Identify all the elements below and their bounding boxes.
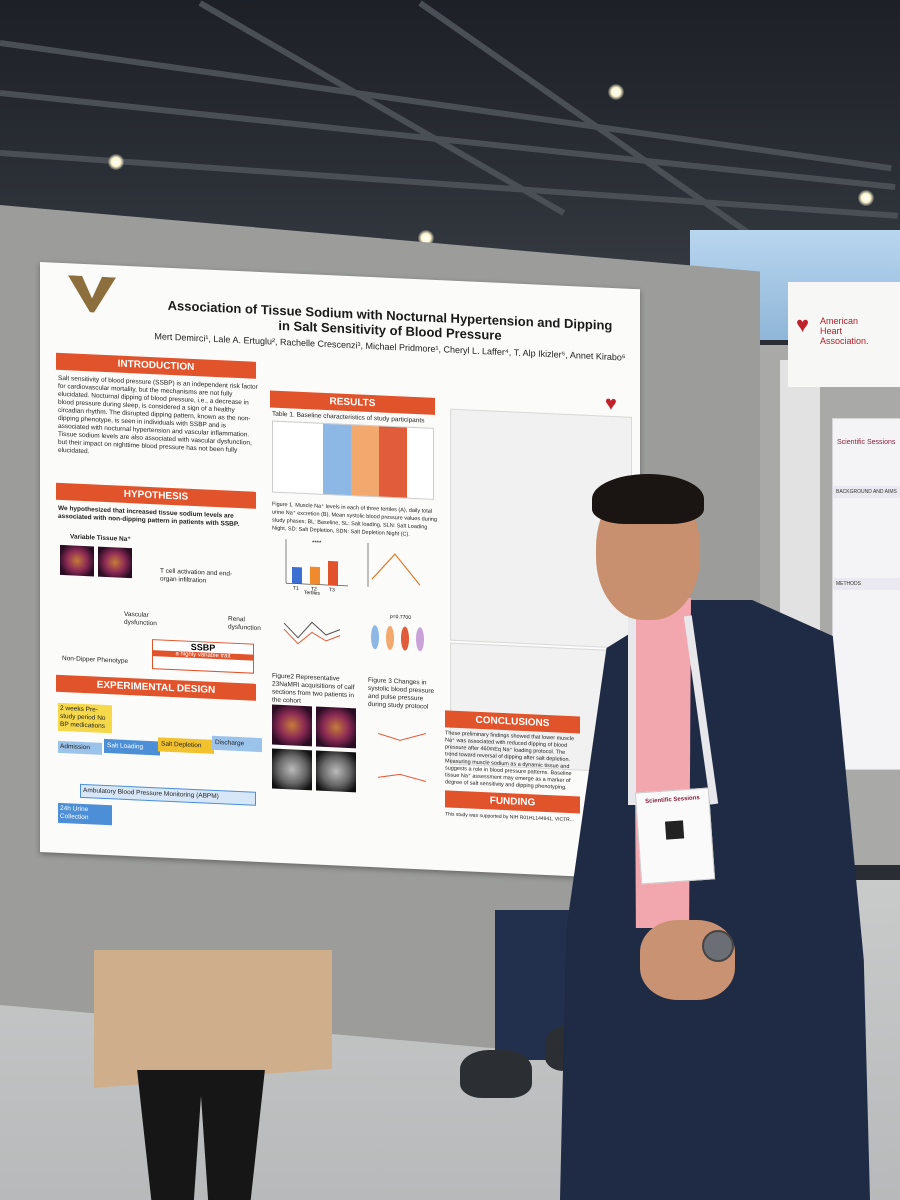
aha-sign: ♥ American Heart Association. — [788, 282, 900, 387]
mri-thumbnail — [60, 544, 94, 577]
tick-label: T2 — [311, 586, 317, 592]
violin — [401, 626, 409, 651]
neighbor-background-heading: BACKGROUND AND AIMS — [833, 486, 900, 498]
urine-collection-bar: 24h Urine Collection — [58, 802, 112, 826]
mri-scan-3 — [272, 748, 312, 791]
muscle-na-chart: T1 T2 T3 **** Tertiles — [285, 539, 348, 597]
admission-step: Admission — [58, 740, 102, 755]
hypothesis-header: HYPOTHESIS — [56, 482, 256, 509]
mri-scan-4 — [316, 750, 356, 793]
violin — [386, 625, 394, 650]
presenter-hair — [592, 474, 704, 524]
sbp-line — [283, 621, 341, 639]
neighbor-sessions-label: Scientific Sessions — [837, 439, 896, 446]
bp-change-chart — [377, 732, 427, 783]
ceiling-light — [608, 84, 624, 100]
lanyard — [628, 615, 636, 805]
introduction-header: INTRODUCTION — [56, 352, 256, 379]
violin — [416, 627, 424, 652]
design-header: EXPERIMENTAL DESIGN — [56, 674, 256, 701]
vanderbilt-logo — [68, 275, 116, 313]
violin-pvalue: p=0.7700 — [390, 614, 411, 621]
pre-study-box: 2 weeks Pre-study period No BP medicatio… — [58, 702, 112, 734]
ceiling-beam — [0, 150, 899, 219]
research-poster: Association of Tissue Sodium with Noctur… — [40, 262, 640, 880]
figure1-caption: Figure 1. Muscle Na⁺ levels in each of t… — [272, 501, 437, 538]
chart-stat-mark: **** — [312, 540, 322, 546]
violin — [371, 625, 379, 650]
salt-depletion-step: Salt Depletion — [158, 737, 214, 754]
table-column-t2 — [351, 425, 379, 497]
aha-heart-icon: ♥ — [605, 392, 617, 416]
sbp-line-night — [283, 628, 341, 645]
qr-code-icon — [664, 820, 685, 840]
mri-scan-1 — [272, 704, 312, 747]
tick-label: T3 — [329, 587, 335, 593]
discharge-step: Discharge — [212, 735, 262, 753]
abpm-bar: Ambulatory Blood Pressure Monitoring (AB… — [80, 783, 256, 806]
badge-label: Scientific Sessions — [644, 795, 700, 805]
ssbp-box: SSBP a highly variable trait — [152, 639, 254, 674]
ceiling-beam — [418, 0, 766, 247]
funding-header: FUNDING — [445, 790, 580, 814]
chart-x-label: Tertiles — [304, 590, 320, 597]
ceiling-beam — [198, 0, 566, 216]
bar-t2 — [310, 566, 320, 585]
presenter-jacket — [560, 600, 870, 1200]
table-column-t3 — [379, 426, 407, 498]
tick-label: T1 — [293, 585, 299, 591]
sbp-chart — [283, 621, 341, 645]
neighbor-poster: Scientific Sessions BACKGROUND AND AIMS … — [832, 418, 900, 770]
urine-violin-chart: p=0.7700 — [371, 614, 424, 652]
urine-na-line — [371, 553, 421, 586]
neighbor-methods-heading: METHODS — [833, 578, 900, 590]
bar-t1 — [292, 566, 302, 584]
person-foreground-skirt — [94, 950, 332, 1088]
introduction-text: Salt sensitivity of blood pressure (SSBP… — [58, 374, 258, 456]
tcell-label: T cell activation and end-organ infiltra… — [160, 567, 233, 585]
figure3-caption: Figure 3 Changes in systolic blood press… — [368, 676, 435, 711]
vascular-label: Vascular dysfunction — [124, 610, 157, 628]
non-dipper-label: Non-Dipper Phenotype — [62, 654, 129, 666]
ceiling-light — [858, 190, 874, 206]
pp-line — [377, 773, 427, 783]
renal-label: Renal dysfunction — [228, 615, 261, 633]
aha-name: American Heart Association. — [820, 316, 869, 346]
baseline-table — [272, 420, 434, 500]
mri-thumbnail — [98, 546, 132, 579]
bp-line — [377, 732, 427, 741]
wristwatch-icon — [702, 930, 734, 962]
hypothesis-text: We hypothesized that increased tissue so… — [58, 504, 240, 529]
shoe — [460, 1050, 532, 1098]
conclusions-text: These preliminary findings showed that l… — [445, 730, 575, 791]
table-column-t1 — [323, 423, 351, 496]
salt-loading-step: Salt Loading — [104, 738, 160, 756]
variable-tissue-label: Variable Tissue Na⁺ — [70, 533, 131, 544]
bar-t3 — [328, 560, 338, 586]
mri-scan-2 — [316, 706, 356, 749]
urine-na-chart — [367, 542, 421, 587]
figure2-caption: Figure2 Representative 23NaMRI acquisiti… — [272, 672, 355, 705]
aha-heart-icon: ♥ — [796, 312, 810, 337]
name-badge: Scientific Sessions — [634, 787, 716, 885]
ceiling-light — [108, 154, 124, 170]
